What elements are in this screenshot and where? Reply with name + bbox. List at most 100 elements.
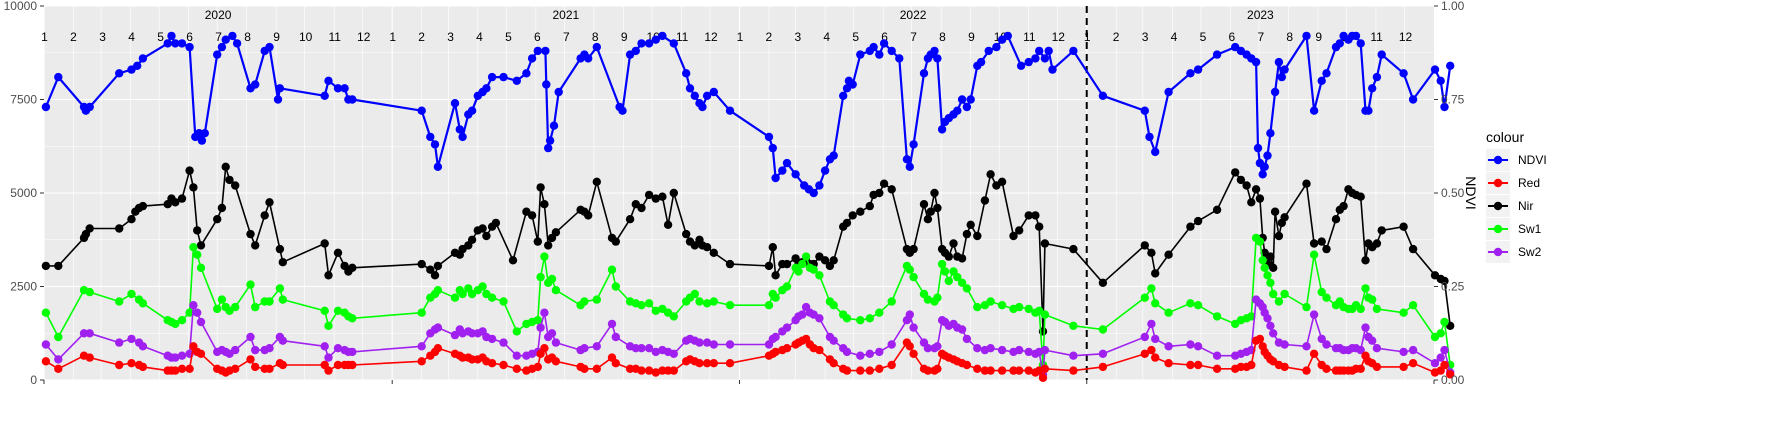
data-point-sw1 xyxy=(1274,297,1284,306)
data-point-ndvi xyxy=(1372,72,1382,82)
data-point-sw2 xyxy=(177,351,187,360)
data-point-sw2 xyxy=(551,338,561,347)
month-label: 11 xyxy=(1023,30,1036,44)
data-point-ndvi xyxy=(1253,143,1263,153)
data-point-nir xyxy=(1069,244,1078,254)
data-point-sw1 xyxy=(937,259,947,269)
data-point-sw1 xyxy=(1193,301,1203,310)
data-point-nir xyxy=(1151,269,1160,278)
data-point-sw2 xyxy=(1309,310,1319,319)
data-point-ndvi xyxy=(829,151,838,160)
data-point-red xyxy=(278,360,287,370)
data-point-sw1 xyxy=(809,265,818,274)
data-point-ndvi xyxy=(584,54,593,63)
data-point-ndvi xyxy=(273,95,283,104)
data-point-red xyxy=(923,366,933,375)
data-point-ndvi xyxy=(809,188,818,198)
data-point-sw1 xyxy=(251,302,260,312)
data-point-sw2 xyxy=(1151,334,1160,344)
data-point-red xyxy=(85,353,94,362)
data-point-sw1 xyxy=(997,301,1007,310)
data-point-sw2 xyxy=(1269,329,1278,338)
data-point-nir xyxy=(1035,222,1044,231)
data-point-ndvi xyxy=(171,39,180,48)
data-point-nir xyxy=(658,192,667,201)
data-point-red xyxy=(1302,366,1311,375)
data-point-red xyxy=(1015,366,1024,375)
data-point-sw1 xyxy=(973,302,982,312)
data-point-sw1 xyxy=(1260,263,1269,272)
data-point-ndvi xyxy=(433,162,443,171)
data-point-ndvi xyxy=(115,69,124,78)
data-point-ndvi xyxy=(1003,31,1012,41)
data-point-ndvi xyxy=(1266,129,1275,138)
data-point-sw1 xyxy=(533,316,542,325)
y-tick-label-right: 0.75 xyxy=(1441,93,1465,107)
data-point-sw2 xyxy=(348,347,357,357)
month-label: 3 xyxy=(99,30,106,44)
data-point-sw2 xyxy=(887,340,896,349)
month-label: 12 xyxy=(704,30,718,44)
y-tick-label-right: 0.50 xyxy=(1441,186,1465,200)
data-point-ndvi xyxy=(85,102,94,112)
data-point-nir xyxy=(551,228,561,237)
legend-label: Sw2 xyxy=(1518,245,1542,259)
data-point-sw1 xyxy=(1266,278,1275,287)
data-point-sw1 xyxy=(478,282,487,291)
month-label: 7 xyxy=(1257,30,1264,44)
data-point-ndvi xyxy=(320,91,329,101)
data-point-red xyxy=(725,359,735,368)
data-point-red xyxy=(1038,373,1048,382)
data-point-sw1 xyxy=(856,316,865,325)
data-point-sw1 xyxy=(953,272,962,282)
data-point-ndvi xyxy=(542,80,551,89)
data-point-nir xyxy=(324,271,333,280)
data-point-ndvi xyxy=(992,42,1001,52)
data-point-nir xyxy=(221,162,230,171)
month-label: 6 xyxy=(186,30,193,44)
data-point-ndvi xyxy=(1440,102,1449,112)
month-label: 1 xyxy=(389,30,396,44)
data-point-red xyxy=(533,362,542,372)
month-label: 8 xyxy=(244,30,251,44)
data-point-nir xyxy=(1377,226,1386,235)
data-point-ndvi xyxy=(1193,65,1203,74)
data-point-sw1 xyxy=(887,297,896,306)
data-point-ndvi xyxy=(426,132,435,142)
data-point-nir xyxy=(584,211,593,220)
data-point-sw2 xyxy=(905,310,914,319)
data-point-red xyxy=(1098,362,1108,372)
data-point-nir xyxy=(333,248,343,257)
data-point-nir xyxy=(1164,250,1173,259)
data-point-ndvi xyxy=(228,31,237,41)
data-point-nir xyxy=(651,194,660,203)
data-point-nir xyxy=(1212,205,1222,214)
month-label: 3 xyxy=(1142,30,1149,44)
data-point-sw1 xyxy=(458,289,467,299)
data-point-ndvi xyxy=(919,69,929,78)
data-point-ndvi xyxy=(685,84,695,93)
data-point-sw2 xyxy=(547,329,557,338)
data-point-sw2 xyxy=(856,351,865,360)
data-point-sw1 xyxy=(1309,250,1319,259)
data-point-ndvi xyxy=(984,46,993,56)
data-point-red xyxy=(782,344,792,353)
data-point-sw1 xyxy=(1317,287,1326,297)
legend-key-point xyxy=(1493,178,1503,188)
data-point-ndvi xyxy=(1035,46,1044,56)
data-point-sw1 xyxy=(702,299,712,308)
data-point-ndvi xyxy=(771,173,780,183)
data-point-nir xyxy=(1399,222,1408,231)
data-point-ndvi xyxy=(1302,31,1311,41)
data-point-sw2 xyxy=(512,351,521,360)
data-point-nir xyxy=(536,183,545,192)
data-point-sw1 xyxy=(193,250,202,259)
month-label: 1 xyxy=(1084,30,1091,44)
data-point-sw1 xyxy=(695,297,704,306)
data-point-sw1 xyxy=(85,287,94,297)
data-point-sw2 xyxy=(1399,347,1408,357)
data-point-red xyxy=(842,366,852,375)
data-point-nir xyxy=(1009,231,1018,241)
